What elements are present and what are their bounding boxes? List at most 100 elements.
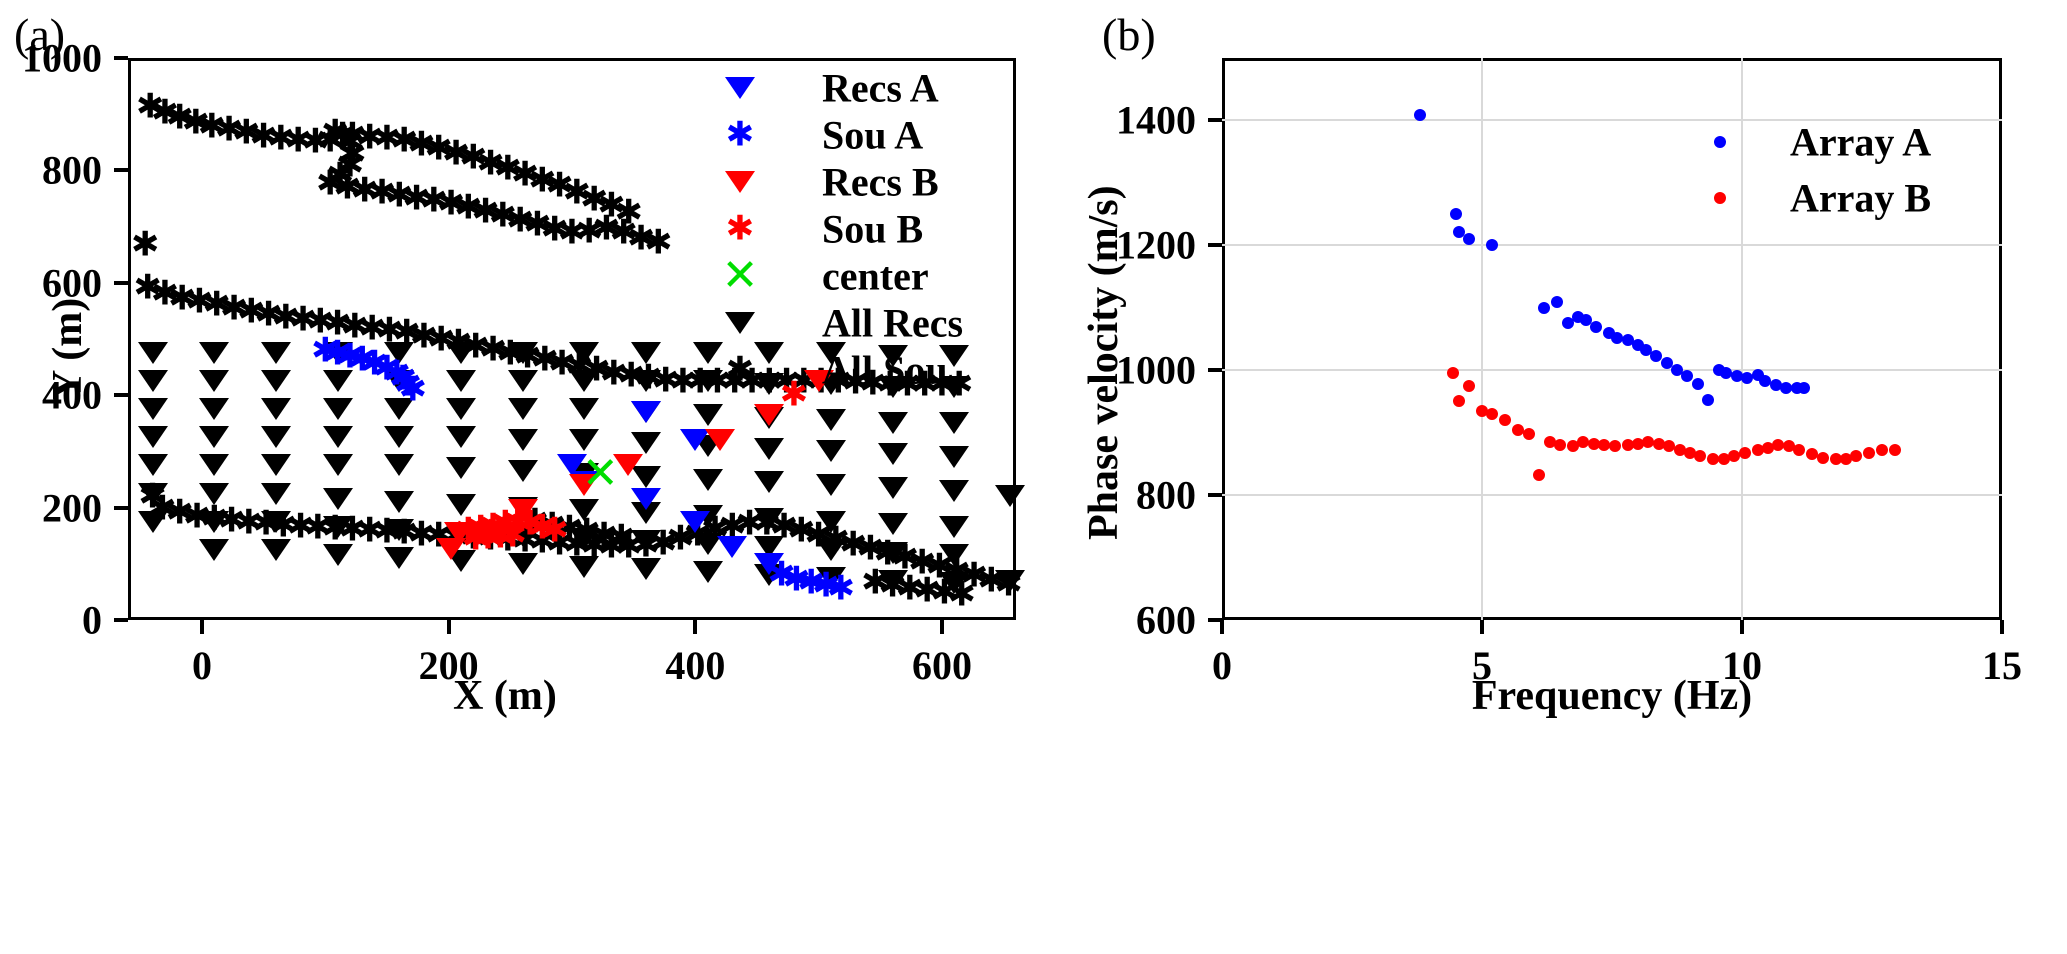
panel-a-marker-all-recs xyxy=(261,510,291,533)
panel-b-marker-array-a xyxy=(1463,233,1475,246)
panel-a-x-tick-label: 400 xyxy=(665,643,726,688)
panel-b-gridline-h xyxy=(1222,119,2002,122)
panel-a-marker-all-sou: ✱ xyxy=(945,364,974,405)
panel-a-marker-all-recs xyxy=(322,398,353,421)
panel-b-gridline-h xyxy=(1222,494,2002,497)
panel-a-marker-all-sou: ✱ xyxy=(947,574,976,615)
panel-a-y-tick-label: 200 xyxy=(42,485,102,531)
panel-a-marker-all-recs xyxy=(569,499,600,522)
panel-a-marker-all-recs xyxy=(816,538,846,561)
panel-a-y-tick xyxy=(114,393,128,398)
panel-a-y-tick xyxy=(114,505,128,510)
panel-a-marker-all-recs xyxy=(754,471,785,494)
panel-b-marker-array-b xyxy=(1598,439,1611,452)
panel-b-marker-array-b xyxy=(1567,440,1579,453)
panel-a-marker-all-recs xyxy=(137,370,168,393)
panel-a-marker-all-recs xyxy=(569,370,600,393)
panel-a-y-axis-title: Y (m) xyxy=(45,297,91,400)
panel-a-marker-all-recs xyxy=(877,443,908,466)
panel-b-x-tick-label: 5 xyxy=(1472,643,1492,688)
panel-a-marker-sou-b: ✱ xyxy=(540,510,569,551)
panel-b-marker-array-a xyxy=(1671,364,1683,377)
panel-a-marker-all-recs xyxy=(631,530,661,553)
panel-b-marker-array-b xyxy=(1642,436,1655,449)
panel-a-marker-all-recs xyxy=(261,482,291,505)
panel-b-y-tick-label: 1000 xyxy=(1116,347,1196,393)
panel-a-marker-all-recs xyxy=(939,479,970,502)
panel-a-marker-all-recs xyxy=(384,370,415,393)
panel-b-marker-array-b xyxy=(1522,427,1535,440)
panel-a-marker-all-recs xyxy=(569,398,600,421)
panel-a-marker-all-recs xyxy=(754,437,785,460)
panel-b-gridline-v xyxy=(1741,58,1743,620)
panel-b-marker-array-a xyxy=(1780,381,1793,394)
panel-a-marker-all-recs xyxy=(322,426,353,449)
panel-b-marker-array-b xyxy=(1476,404,1488,417)
panel-a-x-tick-label: 0 xyxy=(192,643,212,688)
panel-a-marker-all-recs xyxy=(569,342,600,365)
panel-a-marker-all-recs xyxy=(137,510,168,533)
panel-b-marker-array-a xyxy=(1621,334,1634,347)
panel-b-marker-array-a xyxy=(1660,356,1673,369)
panel-a-marker-recs-b xyxy=(612,454,643,477)
panel-a-y-tick-label: 800 xyxy=(42,147,102,193)
panel-a-x-tick-label: 200 xyxy=(418,643,479,688)
panel-b-marker-array-a xyxy=(1486,239,1499,252)
panel-a-marker-recs-b xyxy=(507,499,538,522)
panel-a-marker-sou-a: ✱ xyxy=(826,568,856,609)
panel-a-legend-label: center xyxy=(822,253,929,299)
panel-a-marker-all-recs xyxy=(631,558,661,581)
panel-a-marker-all-recs xyxy=(692,561,723,584)
panel-b-x-tick xyxy=(1740,620,1744,634)
panel-b-marker-array-b xyxy=(1512,423,1525,436)
panel-b-marker-array-b xyxy=(1717,452,1730,465)
panel-a-marker-all-recs xyxy=(384,490,415,513)
panel-b-marker-array-a xyxy=(1551,295,1564,308)
panel-a-marker-all-recs xyxy=(322,370,353,393)
panel-b-x-tick xyxy=(1480,620,1484,634)
panel-a-marker-all-recs xyxy=(199,426,230,449)
panel-b-marker-array-a xyxy=(1590,320,1603,333)
panel-b-marker-array-a xyxy=(1450,208,1462,221)
panel-a-x-tick xyxy=(693,620,698,634)
panel-a-legend-label: All Recs xyxy=(822,300,964,346)
panel-a-legend-label: Sou B xyxy=(822,206,924,252)
panel-a-marker-all-recs xyxy=(507,342,538,365)
panel-b-marker-array-b xyxy=(1876,444,1889,457)
panel-a-marker-center: ✕ xyxy=(581,447,619,499)
panel-b-y-axis-title: Phase velocity (m/s) xyxy=(1081,185,1127,540)
panel-b-marker-array-b xyxy=(1673,444,1686,457)
panel-a-marker-all-recs xyxy=(384,398,415,421)
panel-a-marker-all-recs xyxy=(692,370,723,393)
panel-b-marker-array-b xyxy=(1684,446,1696,459)
panel-a-marker-all-recs xyxy=(199,538,230,561)
panel-b-marker-array-b xyxy=(1452,395,1465,408)
panel-a-marker-all-recs xyxy=(569,429,600,452)
panel-b-y-tick xyxy=(1208,493,1222,498)
panel-a-marker-all-recs xyxy=(692,403,723,426)
panel-a-marker-all-recs xyxy=(569,527,600,550)
panel-a-marker-all-recs xyxy=(322,342,353,365)
panel-b-marker-array-b xyxy=(1632,437,1644,450)
panel-a-marker-all-recs xyxy=(261,342,291,365)
panel-b-y-tick-label: 1400 xyxy=(1116,97,1196,143)
panel-a-marker-all-recs xyxy=(877,513,908,536)
panel-a-marker-all-recs xyxy=(631,370,661,393)
panel-a-marker-all-recs xyxy=(692,342,723,365)
panel-a-marker-all-recs xyxy=(569,555,600,578)
panel-b-y-tick-label: 1200 xyxy=(1116,222,1196,268)
panel-a-x-tick xyxy=(446,620,451,634)
panel-a-marker-recs-a xyxy=(557,454,587,477)
panel-a-marker-sou-b: ✱ xyxy=(498,515,528,556)
panel-a-marker-all-recs xyxy=(994,569,1025,592)
panel-a-marker-all-recs xyxy=(754,535,785,558)
panel-a-marker-all-recs xyxy=(939,544,970,567)
panel-b-marker-array-b xyxy=(1621,439,1634,452)
panel-a-marker-all-sou: ✱ xyxy=(614,192,643,233)
panel-a-marker-all-recs xyxy=(507,460,538,483)
panel-b-marker-array-a xyxy=(1611,331,1624,344)
panel-a-marker-all-recs xyxy=(199,482,230,505)
panel-a-marker-all-recs xyxy=(322,544,353,567)
panel-b-marker-array-b xyxy=(1554,439,1566,452)
panel-a-marker-all-recs xyxy=(446,370,476,393)
